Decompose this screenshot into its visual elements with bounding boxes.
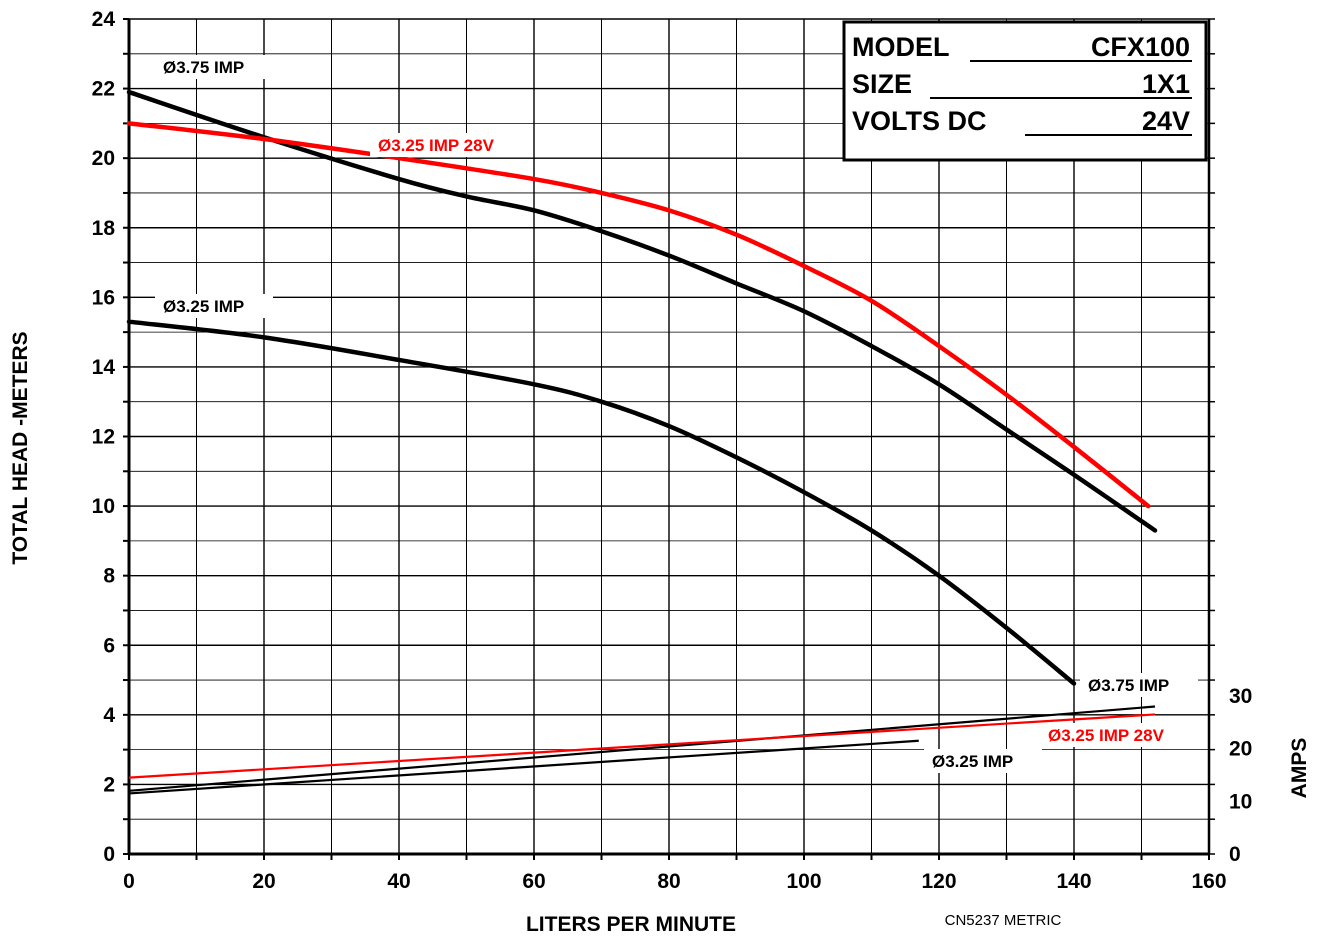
head-label-375: Ø3.75 IMP (155, 55, 273, 79)
head-curve-line (126, 319, 1077, 686)
head-curve-line (126, 121, 1151, 509)
x-tick-label: 20 (252, 870, 275, 893)
x-tick-label: 120 (921, 870, 956, 893)
x-tick-label: 140 (1056, 870, 1091, 893)
label-text: Ø3.75 IMP (1088, 676, 1169, 695)
y-tick-label: 14 (92, 356, 116, 379)
y-axis-title: TOTAL HEAD -METERS (9, 331, 32, 564)
curves (126, 89, 1158, 795)
label-text: Ø3.25 IMP 28V (1048, 726, 1165, 745)
y-tick-label: 8 (103, 565, 115, 588)
x-tick-label: 0 (123, 870, 135, 893)
x-tick-label: 40 (387, 870, 410, 893)
label-text: Ø3.25 IMP (932, 752, 1013, 771)
x-axis-title: LITERS PER MINUTE (526, 913, 736, 936)
y-tick-label: 20 (92, 147, 115, 170)
y-tick-label: 0 (103, 843, 115, 866)
curve-labels: Ø3.75 IMP Ø3.25 IMP 28V Ø3.25 IMP Ø3.75 IMP… (155, 55, 1200, 773)
size-value: 1X1 (1142, 69, 1190, 99)
model-label: MODEL (852, 32, 950, 62)
y-tick-label: 6 (103, 634, 115, 657)
amp-label-325-28v: Ø3.25 IMP 28V (1040, 723, 1200, 747)
y-tick-label: 10 (92, 495, 115, 518)
head-label-325: Ø3.25 IMP (155, 294, 273, 318)
y-tick-label: 18 (92, 217, 116, 240)
y-tick-label: 22 (92, 78, 115, 101)
x-tick-label: 60 (522, 870, 545, 893)
model-value: CFX100 (1091, 32, 1190, 62)
label-background (370, 133, 530, 157)
y-tick-label: 12 (92, 426, 115, 449)
y-tick-label: 16 (92, 286, 115, 309)
y2-tick-label: 0 (1229, 843, 1241, 866)
label-background (155, 294, 273, 318)
x-tick-label: 100 (786, 870, 821, 893)
y2-tick-label: 10 (1229, 790, 1252, 813)
x-tick-label: 80 (657, 870, 680, 893)
label-background (1080, 673, 1198, 697)
amp-curve-line (128, 705, 1156, 792)
x-tick-label: 160 (1191, 870, 1226, 893)
head-label-325-28v: Ø3.25 IMP 28V (370, 133, 530, 157)
y2-axis-title: AMPS (1288, 738, 1311, 799)
amp-curve-line (128, 739, 919, 795)
label-text: Ø3.75 IMP (163, 58, 244, 77)
axes (123, 18, 1215, 860)
y2-tick-label: 20 (1229, 738, 1252, 761)
footnote: CN5237 METRIC (945, 912, 1062, 929)
info-box: MODEL CFX100 SIZE 1X1 VOLTS DC 24V (842, 20, 1208, 162)
label-background (924, 749, 1042, 773)
tick-labels: 0 20 40 60 80 100 120 140 1600246810121416182022… (92, 8, 1253, 893)
volts-value: 24V (1142, 106, 1190, 136)
label-text: Ø3.25 IMP 28V (378, 136, 495, 155)
amp-label-375: Ø3.75 IMP (1080, 673, 1198, 697)
y-tick-label: 24 (92, 8, 116, 31)
size-label: SIZE (852, 69, 912, 99)
volts-label: VOLTS DC (852, 106, 987, 136)
y2-tick-label: 30 (1229, 685, 1252, 708)
amp-label-325: Ø3.25 IMP (924, 749, 1042, 773)
label-background (155, 55, 273, 79)
y-tick-label: 2 (103, 773, 115, 796)
head-curve-line (126, 89, 1158, 533)
label-background (1040, 723, 1200, 747)
label-text: Ø3.25 IMP (163, 297, 244, 316)
amp-curve-line (128, 713, 1156, 779)
y-tick-label: 4 (103, 704, 115, 727)
